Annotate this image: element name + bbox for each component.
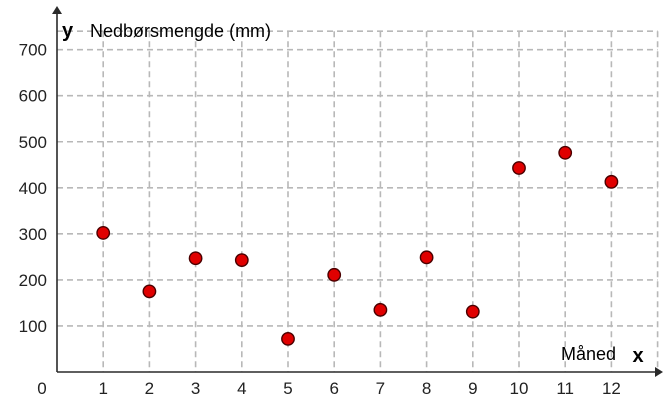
x-tick-label: 6	[329, 379, 338, 398]
y-axis-arrow	[52, 6, 62, 14]
y-axis-title: Nedbørsmengde (mm)	[90, 21, 271, 41]
data-point	[234, 253, 249, 267]
x-tick-label: 9	[468, 379, 477, 398]
data-point	[419, 250, 434, 265]
x-axis-title: Måned	[561, 344, 616, 364]
data-point	[327, 267, 342, 282]
y-tick-label: 100	[19, 317, 47, 336]
y-tick-label: 500	[19, 133, 47, 152]
x-tick-label: 1	[98, 379, 107, 398]
data-points	[96, 145, 619, 346]
x-axis-arrow	[655, 367, 663, 377]
data-point	[281, 331, 295, 346]
origin-label: 0	[37, 379, 46, 398]
x-tick-label: 4	[237, 379, 246, 398]
y-tick-label: 700	[19, 41, 47, 60]
data-point	[373, 302, 388, 317]
data-point	[604, 174, 619, 189]
x-tick-label: 11	[556, 379, 574, 398]
data-point	[188, 251, 203, 266]
x-tick-label: 10	[510, 379, 529, 398]
x-tick-label: 3	[191, 379, 200, 398]
x-tick-label: 2	[145, 379, 154, 398]
y-axis-letter: y	[62, 20, 74, 42]
data-point	[96, 226, 111, 240]
axis-labels: y Nedbørsmengde (mm) x Måned 0	[37, 20, 643, 398]
x-tick-label: 7	[376, 379, 385, 398]
data-point	[465, 304, 480, 319]
x-tick-label: 5	[283, 379, 292, 398]
data-point	[558, 145, 573, 160]
y-tick-label: 200	[19, 271, 47, 290]
axes	[52, 6, 663, 377]
y-tick-label: 300	[19, 225, 47, 244]
data-point	[142, 284, 157, 299]
x-axis-letter: x	[632, 345, 643, 367]
grid	[57, 30, 659, 372]
x-tick-label: 8	[422, 379, 431, 398]
y-tick-label: 400	[19, 179, 47, 198]
y-tick-label: 600	[19, 87, 47, 106]
data-point	[512, 161, 526, 175]
x-tick-label: 12	[602, 379, 621, 398]
